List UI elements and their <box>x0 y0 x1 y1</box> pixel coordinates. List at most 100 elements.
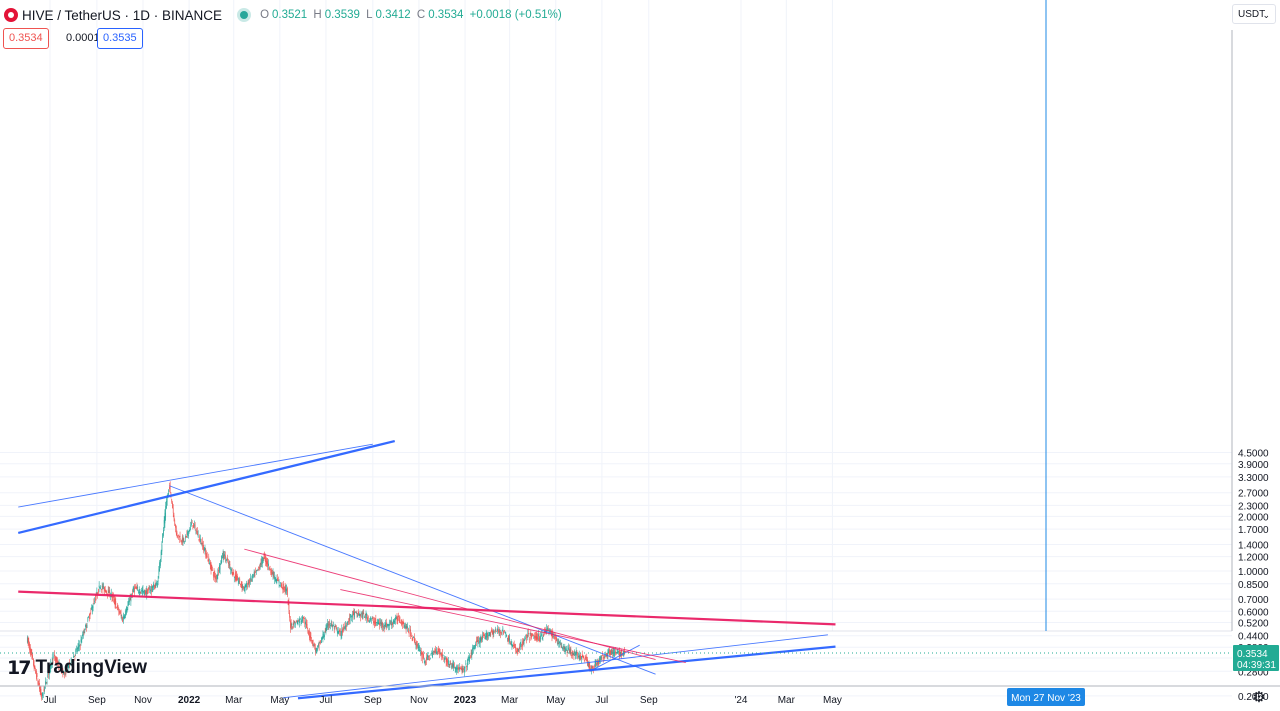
gear-icon[interactable]: ⚙ <box>1252 689 1266 706</box>
candle-body <box>286 588 287 591</box>
candle-body <box>203 548 205 550</box>
price-tick-label: 0.4400 <box>1238 632 1269 643</box>
candle-body <box>373 621 374 624</box>
candle-body <box>76 648 77 650</box>
candle-body <box>535 635 536 639</box>
candle-body <box>417 643 418 647</box>
candle-body <box>450 663 452 665</box>
candle-body <box>189 527 191 532</box>
candle-body <box>210 562 212 571</box>
candle-body <box>187 530 189 537</box>
candle-body <box>409 629 411 632</box>
candle-body <box>373 620 375 624</box>
candle-body <box>49 664 51 670</box>
candle-body <box>358 611 359 616</box>
candle-body <box>152 588 154 591</box>
candle-body <box>540 635 541 640</box>
candle-body <box>175 526 177 534</box>
candle-body <box>410 629 411 637</box>
candle-body <box>405 625 407 630</box>
candle-body <box>532 633 534 636</box>
candle-body <box>51 657 53 665</box>
candle-body <box>331 624 333 627</box>
candle-body <box>460 668 461 669</box>
candle-body <box>486 632 488 638</box>
candle-body <box>576 651 578 653</box>
candle-body <box>367 617 369 619</box>
candle-body <box>270 568 272 574</box>
currency-selector[interactable]: USDT ⌄ <box>1232 4 1276 24</box>
candle-body <box>413 637 414 638</box>
candle-body <box>184 537 186 539</box>
candle-body <box>211 565 213 569</box>
candle-body <box>401 624 403 626</box>
candle-body <box>454 666 455 668</box>
candle-body <box>192 525 194 527</box>
candle-body <box>621 650 622 657</box>
trendline-red-8 <box>244 548 656 661</box>
tradingview-logo[interactable]: 17 TradingView <box>7 657 147 679</box>
candle-body <box>199 536 201 539</box>
candle-body <box>513 644 514 647</box>
candle-body <box>339 629 340 633</box>
candle-body <box>53 656 55 659</box>
candle-body <box>592 667 594 670</box>
candle-body <box>494 631 495 633</box>
time-tick-label: '24 <box>734 695 747 706</box>
candle-body <box>269 566 271 567</box>
candle-body <box>343 627 345 629</box>
candle-body <box>197 531 198 536</box>
candle-body <box>214 573 216 579</box>
candle-body <box>143 591 145 593</box>
candle-body <box>507 638 508 640</box>
candle-body <box>476 640 477 643</box>
candle-body <box>478 639 480 641</box>
candle-body <box>194 524 196 528</box>
candle-body <box>374 621 376 624</box>
candle-body <box>149 588 151 593</box>
candle-body <box>285 588 287 592</box>
candle-body <box>71 660 73 662</box>
candle-body <box>256 570 257 572</box>
candle-body <box>322 634 324 639</box>
candle-body <box>386 626 388 628</box>
candle-body <box>420 651 422 657</box>
ohlc-legend: O 0.3521 H 0.3539 L 0.3412 C 0.3534 +0.0018 … <box>260 9 565 21</box>
symbol-title[interactable]: HIVE / TetherUS · 1D · BINANCE <box>22 7 223 23</box>
candle-body <box>31 652 33 657</box>
candle-body <box>164 512 166 524</box>
candle-body <box>170 493 172 495</box>
candle-body <box>297 620 299 625</box>
candle-body <box>98 585 100 588</box>
sell-price-button[interactable]: 0.3534 <box>3 28 49 49</box>
candle-body <box>553 635 555 639</box>
candle-body <box>258 567 260 568</box>
candle-body <box>425 661 427 663</box>
candle-body <box>311 641 313 644</box>
candle-body <box>200 541 202 545</box>
candle-body <box>604 657 606 659</box>
candle-body <box>457 665 459 671</box>
candle-body <box>614 652 616 655</box>
candle-body <box>491 632 493 634</box>
candle-body <box>132 593 133 595</box>
candle-body <box>265 555 266 562</box>
candle-body <box>70 662 71 665</box>
candle-body <box>583 656 585 659</box>
candle-body <box>612 649 614 655</box>
candle-body <box>246 585 248 588</box>
candle-body <box>59 664 61 670</box>
candle-body <box>120 613 122 616</box>
candle-body <box>35 669 36 674</box>
time-tick-label: Jul <box>320 695 333 706</box>
candle-body <box>469 657 471 659</box>
candle-body <box>101 585 103 588</box>
candle-body <box>119 611 120 614</box>
candle-body <box>591 666 593 669</box>
buy-price-button[interactable]: 0.3535 <box>97 28 143 49</box>
candle-body <box>464 666 466 669</box>
candle-body <box>609 654 611 656</box>
candle-body <box>45 682 47 684</box>
price-tick-label: 2.0000 <box>1238 512 1269 523</box>
